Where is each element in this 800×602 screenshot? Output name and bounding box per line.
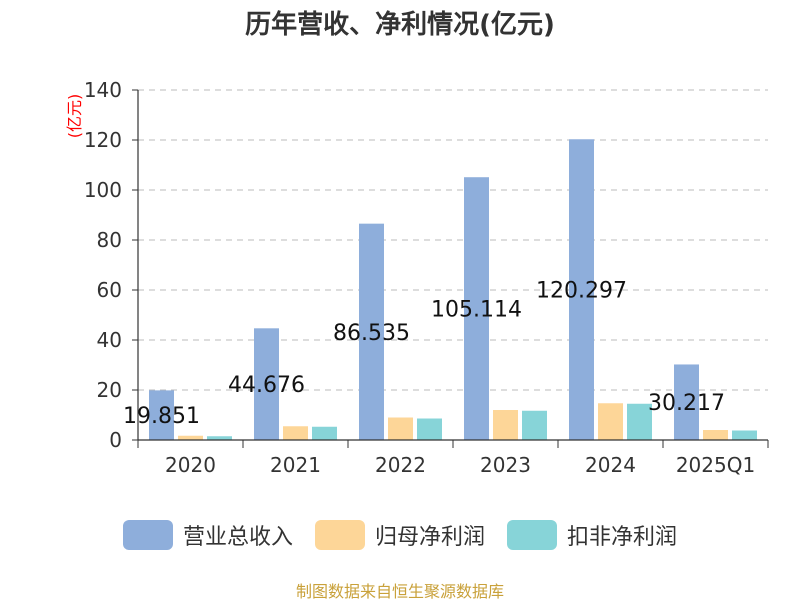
y-tick-label: 60 bbox=[97, 278, 122, 302]
legend-label: 归母净利润 bbox=[374, 525, 485, 550]
legend-swatch bbox=[122, 520, 173, 550]
legend-label: 营业总收入 bbox=[182, 525, 293, 550]
x-tick-label: 2025Q1 bbox=[676, 453, 755, 477]
bar bbox=[732, 430, 757, 440]
legend: 营业总收入 归母净利润 扣非净利润 bbox=[0, 519, 800, 551]
data-label: 30.217 bbox=[648, 391, 725, 416]
bar bbox=[359, 223, 384, 440]
y-tick-label: 0 bbox=[109, 428, 122, 452]
legend-item[interactable]: 归母净利润 bbox=[314, 519, 485, 551]
bar bbox=[627, 403, 652, 440]
legend-swatch bbox=[314, 520, 365, 550]
bar bbox=[312, 426, 337, 440]
legend-label: 扣非净利润 bbox=[567, 525, 678, 550]
bar bbox=[207, 436, 232, 440]
bar bbox=[674, 364, 699, 440]
legend-item[interactable]: 扣非净利润 bbox=[507, 519, 677, 551]
bar bbox=[149, 390, 174, 440]
data-label: 19.851 bbox=[123, 404, 200, 429]
y-tick-label: 80 bbox=[97, 228, 122, 252]
y-tick-label: 40 bbox=[97, 328, 122, 352]
data-label: 86.535 bbox=[333, 321, 410, 346]
bar bbox=[388, 417, 413, 440]
legend-item[interactable]: 营业总收入 bbox=[122, 519, 293, 551]
y-tick-label: 140 bbox=[84, 78, 122, 102]
x-tick-label: 2020 bbox=[165, 453, 216, 477]
bar bbox=[703, 430, 728, 440]
y-tick-label: 20 bbox=[97, 378, 122, 402]
y-axis-label: (亿元) bbox=[65, 94, 84, 139]
y-tick-label: 100 bbox=[84, 178, 122, 202]
bar bbox=[283, 426, 308, 440]
x-tick-label: 2022 bbox=[375, 453, 426, 477]
source-note: 制图数据来自恒生聚源数据库 bbox=[295, 582, 504, 601]
data-label: 105.114 bbox=[431, 298, 522, 323]
chart-title: 历年营收、净利情况(亿元) bbox=[245, 10, 555, 40]
bar bbox=[254, 328, 279, 440]
data-label: 120.297 bbox=[536, 279, 627, 304]
bar bbox=[569, 139, 594, 440]
bar bbox=[598, 403, 623, 440]
x-tick-label: 2023 bbox=[480, 453, 531, 477]
bar bbox=[522, 410, 547, 440]
x-tick-label: 2024 bbox=[585, 453, 636, 477]
bar bbox=[178, 435, 203, 440]
x-tick-label: 2021 bbox=[270, 453, 321, 477]
bar bbox=[493, 410, 518, 440]
y-tick-label: 120 bbox=[84, 128, 122, 152]
legend-swatch bbox=[507, 520, 557, 550]
data-label: 44.676 bbox=[228, 373, 305, 398]
bar bbox=[417, 418, 442, 440]
bar bbox=[464, 177, 489, 440]
